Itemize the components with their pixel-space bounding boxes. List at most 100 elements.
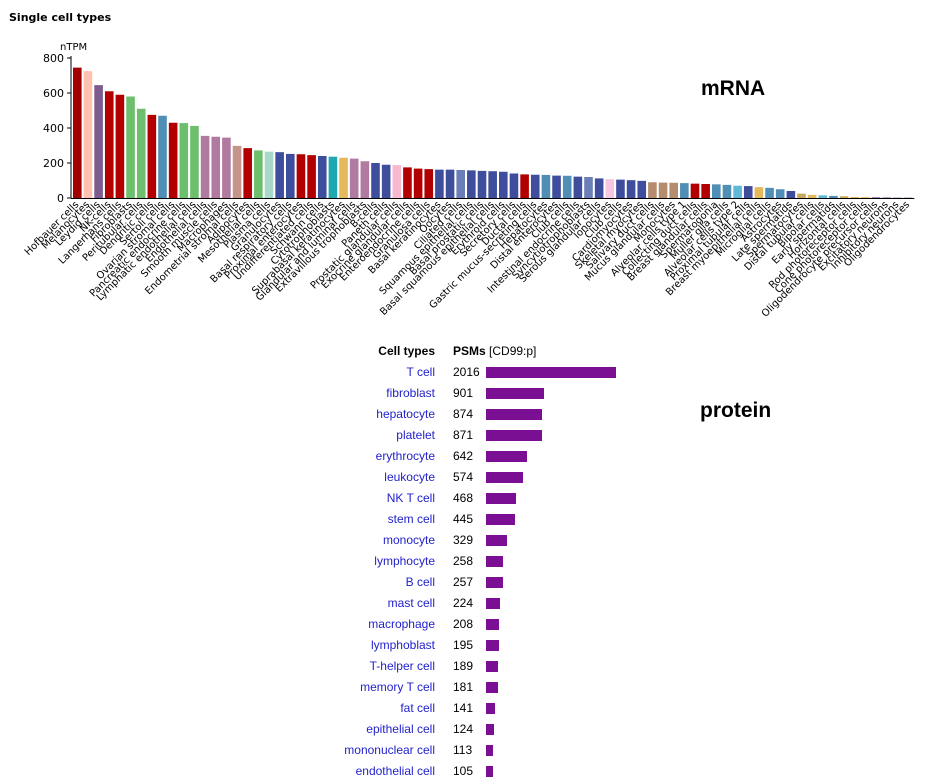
cell-type-link[interactable]: mononuclear cell bbox=[344, 743, 435, 757]
bar[interactable] bbox=[403, 167, 412, 198]
cell-type-link[interactable]: endothelial cell bbox=[355, 764, 435, 778]
bar[interactable] bbox=[371, 163, 380, 198]
bar[interactable] bbox=[381, 164, 391, 198]
protein-row: fibroblast 901 bbox=[0, 383, 926, 404]
bar[interactable] bbox=[722, 184, 732, 198]
cell-type-link[interactable]: leukocyte bbox=[384, 470, 435, 484]
bar[interactable] bbox=[509, 173, 519, 199]
bar[interactable] bbox=[573, 176, 583, 198]
bar[interactable] bbox=[104, 91, 114, 198]
cell-type-link[interactable]: epithelial cell bbox=[366, 722, 435, 736]
bar[interactable] bbox=[605, 179, 615, 198]
bar[interactable] bbox=[296, 154, 306, 198]
bar[interactable] bbox=[254, 150, 263, 198]
cell-type-link[interactable]: B cell bbox=[405, 575, 435, 589]
cell-type-link[interactable]: mast cell bbox=[387, 596, 435, 610]
bar[interactable] bbox=[637, 180, 647, 198]
bar[interactable] bbox=[765, 187, 774, 198]
bar[interactable] bbox=[807, 194, 817, 198]
bar[interactable] bbox=[158, 115, 167, 198]
cell-type-link[interactable]: T cell bbox=[406, 365, 435, 379]
cell-type-link[interactable]: hepatocyte bbox=[376, 407, 435, 421]
bar[interactable] bbox=[690, 183, 700, 198]
bar[interactable] bbox=[339, 157, 348, 198]
bar[interactable] bbox=[786, 191, 796, 198]
bar[interactable] bbox=[360, 161, 370, 198]
cell-type-link[interactable]: macrophage bbox=[368, 617, 435, 631]
bar[interactable] bbox=[264, 151, 274, 198]
bar[interactable] bbox=[488, 171, 497, 198]
bar[interactable] bbox=[743, 186, 753, 198]
bar[interactable] bbox=[658, 182, 668, 198]
bar[interactable] bbox=[275, 152, 284, 198]
cell-type-link[interactable]: erythrocyte bbox=[375, 449, 435, 463]
bar[interactable] bbox=[616, 179, 625, 198]
bar[interactable] bbox=[680, 183, 689, 198]
cell-type-link[interactable]: T-helper cell bbox=[369, 659, 435, 673]
bar[interactable] bbox=[179, 123, 189, 198]
cell-type-link[interactable]: platelet bbox=[396, 428, 435, 442]
bar[interactable] bbox=[349, 158, 359, 198]
bar[interactable] bbox=[882, 197, 891, 198]
bar[interactable] bbox=[413, 168, 423, 198]
cell-type-link[interactable]: stem cell bbox=[387, 512, 435, 526]
bar[interactable] bbox=[190, 125, 199, 198]
bar[interactable] bbox=[136, 108, 146, 198]
cell-type-link[interactable]: monocyte bbox=[382, 533, 435, 547]
bar[interactable] bbox=[499, 171, 508, 198]
psm-bar bbox=[486, 577, 503, 588]
bar[interactable] bbox=[754, 187, 764, 198]
bar[interactable] bbox=[626, 180, 636, 198]
cell-type-link[interactable]: fat cell bbox=[400, 701, 435, 715]
bar[interactable] bbox=[797, 193, 806, 198]
bar[interactable] bbox=[818, 195, 828, 198]
bar[interactable] bbox=[467, 170, 476, 198]
bar[interactable] bbox=[861, 197, 870, 198]
bar[interactable] bbox=[211, 136, 221, 198]
cell-type-link[interactable]: lymphoblast bbox=[370, 638, 435, 652]
bar[interactable] bbox=[520, 174, 529, 198]
bar[interactable] bbox=[392, 165, 402, 198]
psm-bar bbox=[486, 724, 494, 735]
bar[interactable] bbox=[562, 175, 572, 198]
bar[interactable] bbox=[648, 182, 657, 198]
bar[interactable] bbox=[871, 197, 881, 198]
bar[interactable] bbox=[477, 170, 487, 198]
bar[interactable] bbox=[307, 155, 316, 198]
bar[interactable] bbox=[712, 184, 721, 198]
bar[interactable] bbox=[594, 178, 604, 198]
bar[interactable] bbox=[445, 169, 455, 198]
bar[interactable] bbox=[829, 195, 838, 198]
bar[interactable] bbox=[435, 169, 444, 198]
bar[interactable] bbox=[669, 182, 678, 198]
bar[interactable] bbox=[126, 96, 135, 199]
bar[interactable] bbox=[850, 196, 860, 198]
bar[interactable] bbox=[83, 71, 93, 198]
cell-type-link[interactable]: memory T cell bbox=[360, 680, 435, 694]
bar[interactable] bbox=[232, 145, 242, 198]
bar[interactable] bbox=[222, 137, 231, 198]
bar[interactable] bbox=[530, 174, 540, 198]
bar[interactable] bbox=[115, 94, 125, 198]
bar[interactable] bbox=[701, 184, 710, 198]
bar[interactable] bbox=[456, 170, 465, 198]
bar[interactable] bbox=[317, 156, 327, 198]
cell-type-link[interactable]: fibroblast bbox=[386, 386, 435, 400]
bar[interactable] bbox=[168, 122, 178, 198]
bar[interactable] bbox=[552, 175, 561, 198]
bar[interactable] bbox=[200, 135, 210, 198]
cell-type-link[interactable]: lymphocyte bbox=[374, 554, 435, 568]
bar[interactable] bbox=[839, 196, 849, 198]
bar[interactable] bbox=[94, 85, 103, 198]
bar[interactable] bbox=[733, 185, 742, 198]
cell-type-link[interactable]: NK T cell bbox=[386, 491, 435, 505]
bar[interactable] bbox=[328, 156, 338, 198]
bar[interactable] bbox=[286, 153, 295, 198]
bar[interactable] bbox=[775, 189, 785, 198]
bar[interactable] bbox=[541, 174, 551, 198]
bar[interactable] bbox=[424, 169, 434, 198]
bar[interactable] bbox=[584, 177, 593, 198]
bar[interactable] bbox=[73, 67, 82, 198]
bar[interactable] bbox=[243, 148, 252, 198]
bar[interactable] bbox=[147, 114, 157, 198]
